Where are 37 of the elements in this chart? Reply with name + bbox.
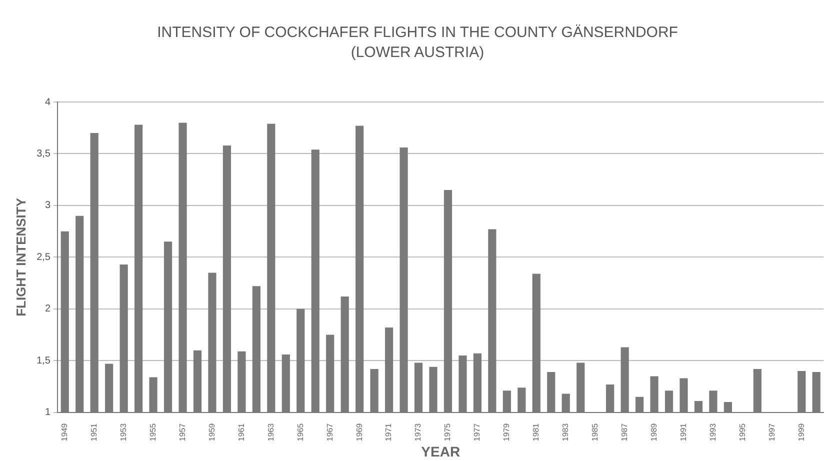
x-tick-label: 1949: [60, 422, 70, 442]
y-tick-label: 1: [44, 407, 51, 418]
x-tick-label: 1985: [590, 422, 600, 442]
x-tick-label: 1995: [738, 422, 747, 442]
x-tick-label: 1967: [325, 422, 334, 442]
chart-subtitle: (LOWER AUSTRIA): [350, 44, 484, 62]
x-tick-label: 1963: [266, 422, 276, 442]
y-tick-label: 2,5: [36, 252, 51, 263]
y-axis-title: FLIGHT INTENSITY: [13, 198, 28, 316]
x-tick-label: 1953: [119, 422, 128, 442]
chart-title: INTENSITY OF COCKCHAFER FLIGHTS IN THE COUNTY GÄNSERNDORF: [157, 24, 678, 42]
x-tick-label: 1979: [502, 422, 512, 442]
x-tick-label: 1955: [148, 422, 158, 442]
x-tick-label: 1959: [207, 422, 216, 442]
x-tick-label: 1991: [678, 422, 688, 442]
y-tick-label: 4: [44, 96, 51, 108]
x-axis-title: YEAR: [421, 443, 460, 460]
x-tick-label: 1961: [236, 422, 246, 442]
x-tick-label: 1977: [472, 422, 482, 442]
x-tick-label: 1981: [532, 422, 541, 442]
y-tick-label: 1,5: [36, 355, 51, 366]
x-tick-label: 1997: [767, 422, 776, 442]
x-tick-label: 1989: [649, 422, 658, 442]
x-tick-label: 1971: [384, 422, 394, 442]
y-tick-label: 3,5: [36, 148, 51, 160]
x-tick-label: 1983: [561, 422, 570, 442]
x-tick-label: 1965: [296, 422, 305, 442]
x-tick-label: 1993: [708, 422, 718, 442]
y-tick-label: 2: [44, 304, 51, 315]
x-tick-label: 1975: [443, 422, 452, 442]
x-tick-label: 1973: [414, 422, 423, 442]
x-tick-label: 1987: [620, 422, 630, 442]
x-tick-label: 1969: [354, 422, 364, 442]
x-tick-label: 1999: [796, 422, 806, 442]
x-tick-label: 1957: [178, 422, 187, 442]
x-tick-label: 1951: [90, 422, 99, 442]
y-tick-label: 3: [44, 200, 51, 212]
